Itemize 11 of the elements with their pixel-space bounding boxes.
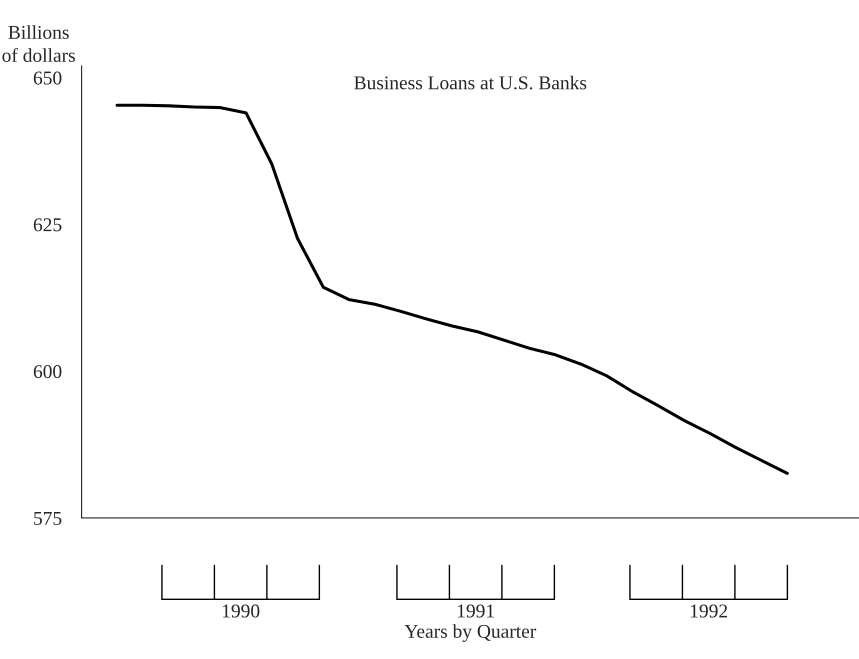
text: 1991 xyxy=(458,604,494,618)
y-tick-label: 625 xyxy=(34,218,62,232)
text: 1990 xyxy=(222,604,260,618)
chart-title: Business Loans at U.S. Banks xyxy=(354,76,586,90)
text: 1992 xyxy=(690,604,728,618)
y-tick-label: 600 xyxy=(34,365,62,378)
y-tick-label: 650 xyxy=(34,71,62,85)
y-axis-title: Billions of dollars xyxy=(2,25,75,62)
text: Years by Quarter xyxy=(404,624,536,642)
line-series xyxy=(116,104,789,475)
y-tick-label: 575 xyxy=(34,512,62,525)
